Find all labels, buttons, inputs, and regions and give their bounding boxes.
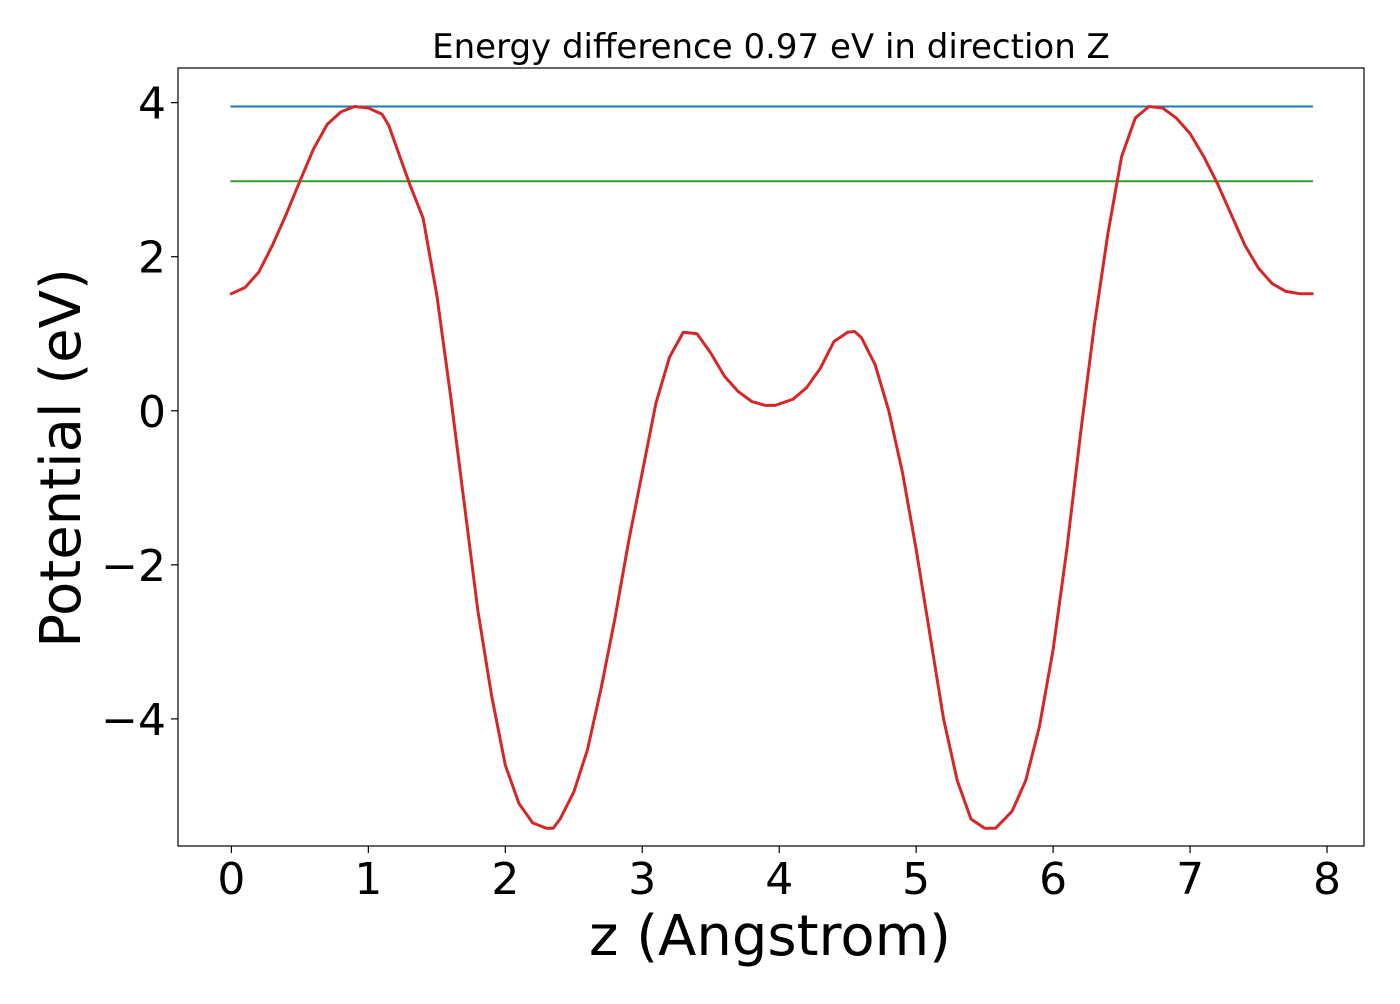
x-tick-label: 3 — [628, 854, 656, 905]
y-tick-label: 0 — [138, 387, 166, 438]
y-tick-label: −2 — [101, 541, 166, 592]
plot-frame — [177, 67, 1365, 847]
axes: 0 1 2 3 4 5 6 7 8 4 2 0 −2 −4 — [101, 67, 1365, 905]
x-tick-label: 1 — [354, 854, 382, 905]
x-tick-label: 4 — [765, 854, 793, 905]
chart-title: Energy difference 0.97 eV in direction Z — [432, 27, 1110, 67]
x-tick-label: 7 — [1176, 854, 1204, 905]
x-tick-label: 5 — [902, 854, 930, 905]
plot-area — [229, 105, 1314, 830]
y-tick-label: 4 — [138, 79, 166, 130]
y-tick-label: 2 — [138, 233, 166, 284]
x-tick-label: 8 — [1313, 854, 1341, 905]
x-tick-label: 0 — [217, 854, 245, 905]
y-axis-label: Potential (eV) — [29, 268, 94, 648]
x-tick-label: 2 — [491, 854, 519, 905]
x-axis-label: z (Angstrom) — [589, 904, 951, 969]
x-tick-label: 6 — [1039, 854, 1067, 905]
series-line-3 — [229, 105, 1314, 830]
y-tick-label: −4 — [101, 695, 166, 746]
